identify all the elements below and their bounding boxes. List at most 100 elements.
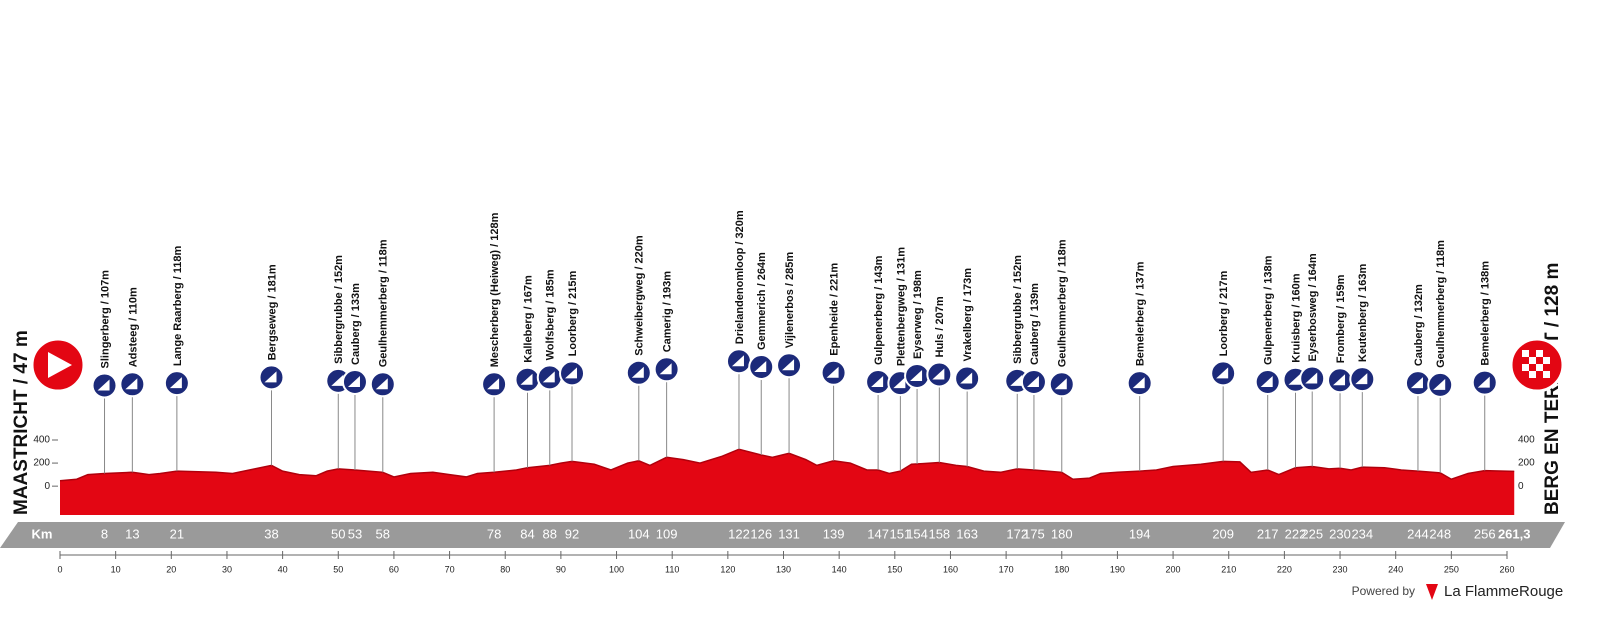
x-tick-label: 100 [609, 564, 624, 574]
km-band [0, 522, 1565, 548]
climb-label: Adsteeg / 110m [127, 287, 139, 367]
climb-label: Bemelerberg / 138m [1480, 261, 1492, 366]
climb-slope [169, 377, 182, 389]
climb-label: Kruisberg / 160m [1290, 273, 1302, 362]
km-marker: 139 [823, 526, 845, 541]
y-tick-label: 0 [44, 481, 50, 492]
km-marker: 122 [728, 526, 750, 541]
climb-slope [910, 369, 923, 381]
climb-slope [1433, 378, 1446, 390]
x-tick-label: 210 [1221, 564, 1236, 574]
climb-slope [1410, 377, 1423, 389]
km-marker: 8 [101, 526, 108, 541]
climb-label: Sibbergrubbe / 152m [1012, 255, 1024, 364]
km-marker: 109 [656, 526, 678, 541]
x-tick-label: 50 [333, 564, 343, 574]
elevation-profile [59, 448, 1515, 482]
km-marker: 21 [170, 526, 184, 541]
climb-label: Sibbergrubbe / 152m [333, 255, 345, 364]
km-marker: 248 [1429, 526, 1451, 541]
x-tick-label: 140 [832, 564, 847, 574]
x-tick-label: 120 [720, 564, 735, 574]
climb-slope [331, 374, 344, 386]
brand-logo [1426, 584, 1438, 600]
climb-label: Eyserbosweg / 164m [1307, 253, 1319, 361]
climb-slope [1216, 367, 1229, 379]
climb-slope [1355, 373, 1368, 385]
climb-slope [932, 368, 945, 380]
km-marker: 126 [750, 526, 772, 541]
climb-label: Lange Raarberg / 118m [172, 245, 184, 366]
climb-slope [1132, 377, 1145, 389]
climb-label: Plettenbergweg / 131m [895, 247, 907, 366]
km-marker: 217 [1257, 526, 1279, 541]
x-tick-label: 90 [556, 564, 566, 574]
climb-slope [1260, 376, 1273, 387]
km-marker: 50 [331, 526, 345, 541]
km-marker: 222 [1285, 526, 1307, 541]
elevation-fill [60, 449, 1515, 515]
climb-label: Vrakelberg / 173m [962, 268, 974, 362]
x-tick-label: 30 [222, 564, 232, 574]
climb-label: Slingerberg / 107m [99, 270, 111, 369]
plot: 0 0 200 200 400 400 0 10 20 30 40 50 60 70 80 90 100 110 1… [33, 210, 1535, 574]
km-marker: 151 [890, 526, 912, 541]
x-tick-label: 260 [1499, 564, 1514, 574]
climb-label: Kalleberg / 167m [522, 275, 534, 363]
climb-slope [542, 371, 555, 383]
km-marker: 147 [867, 526, 889, 541]
climb-label: Bemelerberg / 137m [1135, 261, 1147, 366]
climb-label: Cauberg / 133m [350, 283, 362, 365]
finish-label: BERG EN TERBLIJT / 128 m [1542, 263, 1563, 515]
start-icon [30, 337, 86, 393]
km-marker: 175 [1023, 526, 1045, 541]
climb-label: Loorberg / 215m [567, 271, 579, 357]
km-marker: 244 [1407, 526, 1429, 541]
climb-label: Geulhemmerberg / 118m [1057, 239, 1069, 367]
x-tick-label: 40 [278, 564, 288, 574]
climb-slope [1026, 376, 1039, 387]
climb-slope [487, 378, 500, 390]
climb-slope [347, 376, 360, 387]
start-label: MAASTRICHT / 47 m [11, 330, 32, 515]
y-tick-label: 0 [1518, 481, 1524, 492]
climb-slope [731, 355, 744, 367]
x-tick-label: 220 [1277, 564, 1292, 574]
climb-slope [754, 361, 767, 372]
x-tick-label: 60 [389, 564, 399, 574]
climb-label: Huls / 207m [934, 296, 946, 357]
km-marker: 131 [778, 526, 800, 541]
climb-label: Bergseweg / 181m [266, 264, 278, 360]
climb-label: Cauberg / 132m [1413, 284, 1425, 366]
climb-label: Loorberg / 217m [1218, 271, 1230, 357]
y-tick-label: 400 [1518, 435, 1535, 446]
climb-slope [375, 378, 388, 390]
km-marker: 92 [565, 526, 579, 541]
climb-slope [871, 376, 884, 387]
y-tick-label: 200 [1518, 458, 1535, 469]
km-marker: 88 [543, 526, 557, 541]
climb-label: Gemmerich / 264m [756, 252, 768, 350]
credit: Powered by [1352, 584, 1415, 598]
km-marker: 38 [264, 526, 278, 541]
climb-slope [264, 371, 277, 383]
climb-slope [565, 367, 578, 379]
climb-label: Mescherberg (Heiweg) / 128m [489, 212, 501, 367]
climb-label: Eyserweg / 198m [912, 270, 924, 359]
x-tick-label: 200 [1166, 564, 1181, 574]
km-marker: 194 [1129, 526, 1151, 541]
climb-label: Schweibergweg / 220m [634, 235, 646, 356]
climb-slope [659, 363, 672, 375]
x-tick-label: 70 [445, 564, 455, 574]
km-marker: 256 [1474, 526, 1496, 541]
y-tick-label: 200 [33, 458, 50, 469]
x-tick-label: 10 [111, 564, 121, 574]
km-marker: 163 [956, 526, 978, 541]
climb-slope [1305, 372, 1318, 384]
x-tick-label: 110 [665, 564, 679, 574]
km-label: Km [32, 526, 53, 541]
climb-label: Epenheide / 221m [828, 263, 840, 356]
climb-label: Geulhemmerberg / 118m [378, 239, 390, 367]
km-marker: 58 [376, 526, 390, 541]
climb-label: Fromberg / 159m [1335, 274, 1347, 363]
